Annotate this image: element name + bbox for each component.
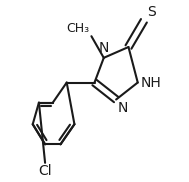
Text: NH: NH <box>141 76 162 90</box>
Text: CH₃: CH₃ <box>67 22 90 35</box>
Text: N: N <box>118 101 128 115</box>
Text: S: S <box>147 5 156 19</box>
Text: Cl: Cl <box>38 164 52 178</box>
Text: N: N <box>99 41 109 55</box>
